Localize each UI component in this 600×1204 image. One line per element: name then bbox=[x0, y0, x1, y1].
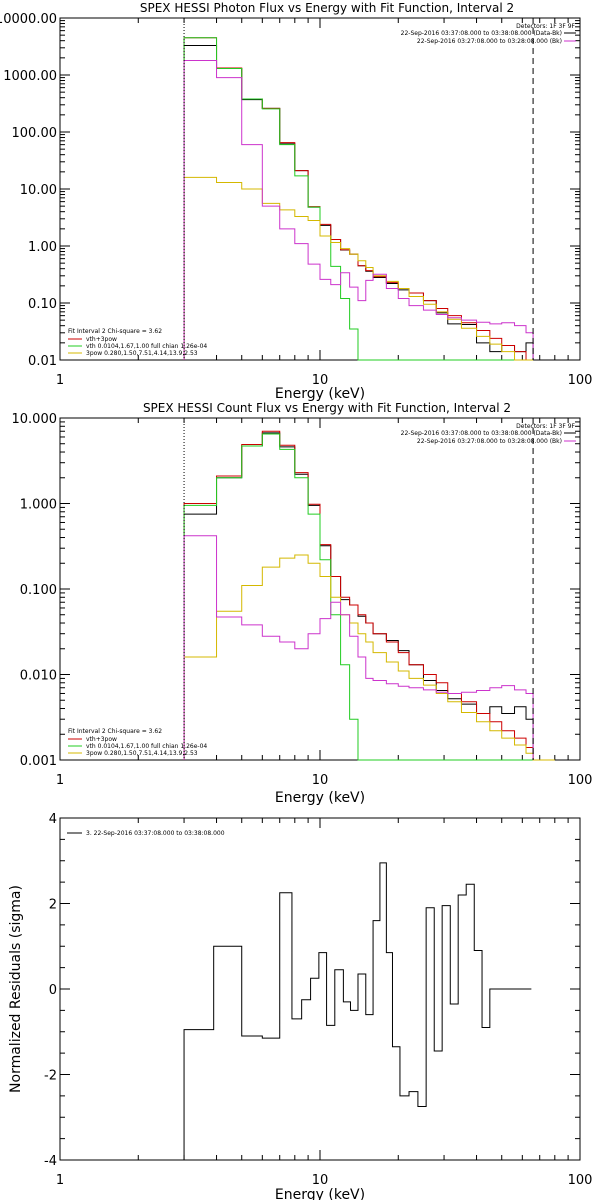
residuals-xtick-label-1: 1 bbox=[56, 1173, 64, 1188]
count-chart-title: SPEX HESSI Count Flux vs Energy with Fit… bbox=[143, 401, 511, 415]
count-legend-total-text: vth+3pow bbox=[86, 736, 117, 743]
photon-series-data bbox=[183, 44, 534, 360]
photon-series-vth bbox=[183, 37, 534, 361]
residuals-xtick-label-10: 10 bbox=[312, 1173, 329, 1188]
count-series-total bbox=[183, 430, 534, 760]
count-series-vth bbox=[183, 433, 534, 761]
count-ytick-label: 0.001 bbox=[20, 754, 57, 769]
photon-flux-panel: SPEX HESSI Photon Flux vs Energy with Fi… bbox=[0, 1, 592, 402]
residuals-y-axis-label: Normalized Residuals (sigma) bbox=[8, 885, 24, 1093]
count-flux-panel: SPEX HESSI Count Flux vs Energy with Fit… bbox=[12, 401, 593, 806]
photon-ytick-label: 1.00 bbox=[28, 240, 57, 255]
count-legend-right: Detectors: 1F 3F 9F 22-Sep-2016 03:37:08… bbox=[401, 423, 576, 445]
count-xtick-label-10: 10 bbox=[312, 773, 329, 788]
residuals-ytick-label: -4 bbox=[44, 1154, 57, 1169]
photon-legend-data-text: 22-Sep-2016 03:37:08.000 to 03:38:08.000… bbox=[401, 30, 562, 37]
photon-series-bpow bbox=[183, 176, 534, 361]
residuals-x-axis-label: Energy (keV) bbox=[275, 1187, 365, 1200]
count-legend-vth-text: vth 0.0104,1.67,1.00 full chian 1.26e-04 bbox=[86, 743, 207, 750]
count-legend-data-text: 22-Sep-2016 03:37:08.000 to 03:38:08.000… bbox=[401, 430, 562, 437]
photon-xtick-label-10: 10 bbox=[312, 373, 329, 388]
residuals-ytick-label: 0 bbox=[49, 983, 57, 998]
count-ytick-label: 0.010 bbox=[20, 669, 57, 684]
photon-plot-frame bbox=[59, 17, 581, 361]
photon-vlines bbox=[183, 18, 534, 360]
photon-legend-bpow-text: 3pow 0.280,1.50,7.51,4.14,13.9,2.53 bbox=[86, 350, 198, 357]
photon-ytick-label: 0.01 bbox=[28, 354, 57, 369]
photon-y-ticks: 0.01 0.10 1.00 10.00 100.00 1000.00 10000.00 bbox=[0, 12, 580, 369]
photon-ytick-label: 1000.00 bbox=[3, 69, 57, 84]
photon-legend-bk-text: 22-Sep-2016 03:27:08.000 to 03:28:08.000… bbox=[417, 38, 562, 45]
residuals-legend: 3. 22-Sep-2016 03:37:08.000 to 03:38:08.… bbox=[67, 830, 225, 837]
count-series bbox=[183, 430, 555, 761]
photon-xtick-label-1: 1 bbox=[56, 373, 64, 388]
count-legend-bk-text: 22-Sep-2016 03:27:08.000 to 03:28:08.000… bbox=[417, 438, 562, 445]
count-legend-fit-text: Fit Interval 2 Chi-square = 3.62 bbox=[68, 728, 162, 735]
photon-legend-fit-text: Fit Interval 2 Chi-square = 3.62 bbox=[68, 328, 162, 335]
count-ytick-label: 0.100 bbox=[20, 583, 57, 598]
count-x-axis-label: Energy (keV) bbox=[275, 790, 365, 806]
residuals-ytick-label: -2 bbox=[44, 1069, 57, 1084]
photon-ytick-label: 10000.00 bbox=[0, 12, 57, 27]
photon-series bbox=[183, 37, 534, 361]
photon-series-background bbox=[183, 59, 534, 360]
count-xtick-label-1: 1 bbox=[56, 773, 64, 788]
photon-legend-total-text: vth+3pow bbox=[86, 336, 117, 343]
photon-series-total bbox=[183, 37, 534, 361]
count-x-ticks bbox=[59, 418, 581, 760]
count-legend-left: Fit Interval 2 Chi-square = 3.62 vth+3po… bbox=[68, 728, 207, 757]
residuals-legend-text: 3. 22-Sep-2016 03:37:08.000 to 03:38:08.… bbox=[86, 830, 225, 837]
residuals-xtick-label-100: 100 bbox=[568, 1173, 593, 1188]
photon-detectors-label: Detectors: 1F 3F 9F bbox=[516, 23, 575, 30]
residuals-y-ticks: -4 -2 0 2 4 bbox=[44, 812, 580, 1169]
count-ytick-label: 1.000 bbox=[20, 498, 57, 513]
photon-legend-vth-text: vth 0.0104,1.67,1.00 full chian 1.26e-04 bbox=[86, 343, 207, 350]
residuals-ytick-label: 4 bbox=[49, 812, 57, 827]
photon-x-ticks bbox=[59, 18, 581, 360]
residuals-series-data bbox=[183, 862, 532, 1160]
count-vlines bbox=[183, 418, 534, 760]
residuals-panel: -4 -2 0 2 4 1 10 100 Energy (keV) Normalized… bbox=[8, 812, 593, 1203]
count-series-data bbox=[183, 432, 534, 760]
photon-ytick-label: 10.00 bbox=[20, 183, 57, 198]
residuals-series bbox=[183, 862, 532, 1160]
photon-legend-right: Detectors: 1F 3F 9F 22-Sep-2016 03:37:08… bbox=[401, 23, 576, 45]
photon-ytick-label: 100.00 bbox=[12, 126, 58, 141]
count-detectors-label: Detectors: 1F 3F 9F bbox=[516, 423, 575, 430]
photon-chart-title: SPEX HESSI Photon Flux vs Energy with Fi… bbox=[140, 1, 514, 15]
residuals-ytick-label: 2 bbox=[49, 898, 57, 913]
count-legend-bpow-text: 3pow 0.280,1.50,7.51,4.14,13.9,2.53 bbox=[86, 750, 198, 757]
count-xtick-label-100: 100 bbox=[568, 773, 593, 788]
count-y-ticks: 0.001 0.010 0.100 1.000 10.000 bbox=[12, 412, 580, 769]
count-ytick-label: 10.000 bbox=[12, 412, 58, 427]
residuals-x-ticks bbox=[59, 818, 581, 1160]
photon-xtick-label-100: 100 bbox=[568, 373, 593, 388]
photon-x-axis-label: Energy (keV) bbox=[275, 386, 365, 402]
count-series-bpow bbox=[183, 554, 555, 761]
photon-legend-left: Fit Interval 2 Chi-square = 3.62 vth+3po… bbox=[68, 328, 207, 357]
photon-ytick-label: 0.10 bbox=[28, 297, 57, 312]
count-series-background bbox=[183, 535, 534, 760]
